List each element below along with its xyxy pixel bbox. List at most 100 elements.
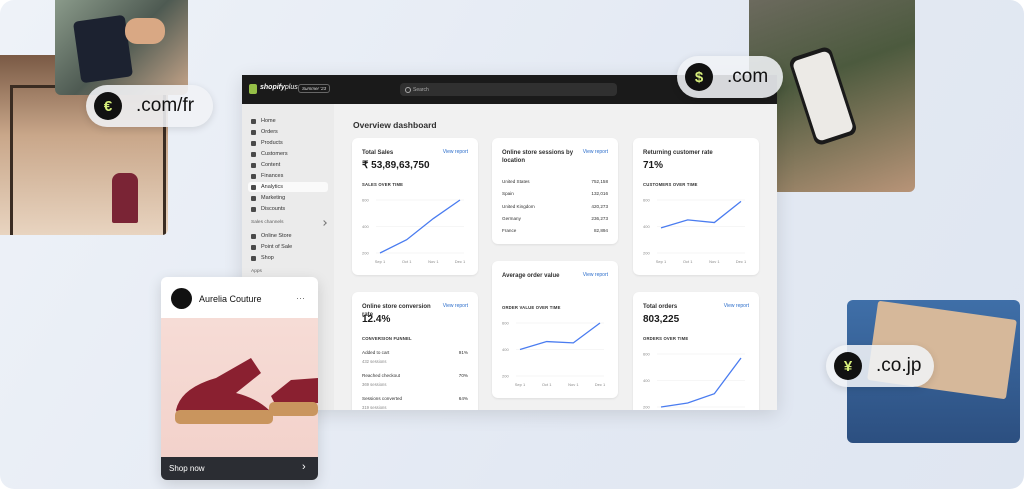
brand-plan: plus — [284, 84, 298, 91]
y-tick-label: 400 — [362, 224, 369, 229]
card-title: Returning customer rate — [643, 150, 713, 156]
domain-label: .co.jp — [876, 355, 922, 376]
trend-line — [660, 357, 742, 408]
y-tick-label: 200 — [643, 251, 650, 256]
row-label: France — [502, 228, 517, 234]
card-value: 71% — [643, 160, 664, 171]
section-label: CUSTOMERS OVER TIME — [643, 182, 698, 187]
nav-item[interactable]: Content — [248, 160, 328, 170]
shoe-strap — [271, 378, 318, 406]
step-label: Sessions converted — [362, 396, 403, 401]
view-report-link[interactable]: View report — [442, 149, 468, 155]
nav-icon — [251, 233, 256, 239]
dashboard-window: shopifyplus Summer '23 Search Home Orders… — [242, 75, 777, 410]
card-title: Total orders — [643, 304, 678, 310]
shoe-strap — [176, 358, 271, 418]
nav-item[interactable]: Customers — [248, 149, 328, 159]
x-tick-label: Nov 1 — [568, 382, 579, 387]
step-rate: 64% — [458, 396, 468, 401]
menu[interactable]: ··· — [296, 293, 305, 303]
line-chart: 600 400 200 Sep 1 Oct 1 Nov 1 Dec 1 — [362, 198, 466, 265]
nav-item[interactable]: Shop — [248, 253, 328, 263]
card: Returning customer rate 71% CUSTOMERS OVER… — [633, 138, 759, 275]
shoes — [175, 358, 318, 424]
section-label: ORDERS OVER TIME — [643, 336, 689, 341]
x-tick-label: Oct 1 — [542, 382, 552, 387]
nav-icon — [251, 244, 256, 250]
nav-icon — [251, 184, 256, 190]
row-value: 236,273 — [591, 215, 608, 221]
y-tick-label: 400 — [643, 378, 650, 383]
nav-item[interactable]: Analytics — [248, 182, 328, 192]
nav-icon — [251, 255, 256, 261]
x-tick-label: Sep 1 — [515, 382, 526, 387]
nav-item[interactable]: Home — [248, 116, 328, 126]
search-icon — [405, 87, 411, 93]
nav-item[interactable]: Orders — [248, 127, 328, 137]
nav-item[interactable]: Online Store — [248, 231, 328, 241]
view-report-link[interactable]: View report — [723, 303, 749, 309]
row-value: 420,273 — [591, 203, 608, 209]
card: Total orders View report 803,225 ORDERS OVE… — [633, 292, 759, 410]
payment-photo — [55, 0, 188, 95]
nav-label: Orders — [261, 129, 278, 135]
currency-icon: € — [94, 92, 122, 120]
nav-label: Marketing — [261, 195, 286, 201]
nav-icon — [251, 173, 256, 179]
chevron — [321, 220, 327, 226]
x-tick-label: Sep 1 — [375, 259, 386, 264]
nav-label: Discounts — [261, 206, 286, 212]
brand-name: shopify — [260, 84, 285, 91]
x-tick-label: Oct 1 — [683, 259, 693, 264]
row-label: United States — [502, 179, 530, 184]
nav-item[interactable]: Products — [248, 138, 328, 148]
card-value: ₹ 53,89,63,750 — [362, 160, 430, 171]
nav-icon — [251, 118, 256, 124]
cta-label: Shop now — [169, 464, 205, 473]
view-report-link[interactable]: View report — [582, 149, 608, 155]
row-label: Germany — [502, 215, 521, 221]
domain-label: .com/fr — [136, 95, 195, 116]
brand-logo — [249, 84, 257, 94]
y-tick-label: 200 — [502, 374, 509, 379]
row-label: United Kingdom — [502, 203, 535, 209]
phone-screen — [791, 50, 855, 142]
account-name: Aurelia Couture — [199, 294, 262, 304]
section-label: ORDER VALUE OVER TIME — [502, 305, 561, 310]
nav-label: Customers — [261, 151, 288, 157]
x-tick-label: Dec 1 — [736, 259, 747, 264]
avatar — [171, 288, 192, 309]
cta-arrow: › — [302, 461, 306, 473]
x-tick-label: Sep 1 — [656, 259, 667, 264]
nav-item[interactable]: Marketing — [248, 193, 328, 203]
nav-icon — [251, 195, 256, 201]
view-report-link[interactable]: View report — [582, 272, 608, 278]
nav-icon — [251, 140, 256, 146]
trend-line — [660, 200, 742, 229]
y-tick-label: 200 — [362, 251, 369, 256]
view-report-link[interactable]: View report — [442, 303, 468, 309]
step-label: Reached checkout — [362, 373, 401, 378]
nav-item[interactable]: Point of Sale — [248, 242, 328, 252]
row-label: Spain — [502, 191, 514, 197]
shoe-sole — [269, 402, 318, 416]
cta-bar[interactable]: Shop now › — [161, 457, 318, 480]
phone — [787, 45, 859, 147]
step-sessions: 432 sessions — [362, 359, 387, 364]
y-tick-label: 600 — [643, 352, 650, 357]
card: Average order value View report ORDER VALU… — [492, 261, 618, 398]
nav-item[interactable]: Discounts — [248, 204, 328, 214]
x-tick-label: Oct 1 — [402, 259, 412, 264]
y-tick-label: 600 — [362, 198, 369, 203]
card-value: 12.4% — [362, 314, 391, 325]
y-tick-label: 600 — [502, 321, 509, 326]
trend-line — [379, 199, 461, 254]
nav-item[interactable]: Finances — [248, 171, 328, 181]
line-chart: 600 400 200 Sep 1 Oct 1 Nov 1 Dec 1 — [643, 198, 747, 265]
section-label: Apps — [251, 269, 262, 274]
card: Total Sales View report ₹ 53,89,63,750 SALE… — [352, 138, 478, 275]
step-label: Added to cart — [362, 350, 390, 355]
nav-icon — [251, 129, 256, 135]
search-box[interactable]: Search — [400, 83, 617, 96]
